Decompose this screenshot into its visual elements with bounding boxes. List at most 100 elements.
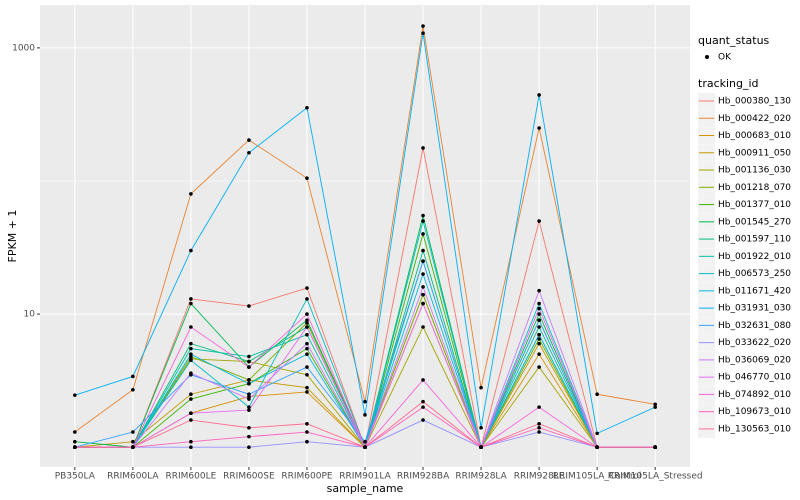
data-point xyxy=(537,405,541,409)
data-point xyxy=(247,397,251,401)
data-point xyxy=(537,126,541,130)
data-point xyxy=(247,359,251,364)
data-point xyxy=(537,93,541,97)
legend-label: Hb_000683_010 xyxy=(718,131,791,141)
data-point xyxy=(131,445,135,450)
data-point xyxy=(305,430,309,434)
data-point xyxy=(363,439,367,444)
data-point xyxy=(131,430,135,434)
data-point xyxy=(479,425,483,430)
x-axis-label: sample_name xyxy=(327,482,404,495)
data-point xyxy=(305,365,309,369)
data-point xyxy=(537,325,541,329)
data-point xyxy=(421,405,425,409)
data-point xyxy=(189,439,193,444)
data-point xyxy=(189,352,193,356)
legend-label: Hb_006573_250 xyxy=(718,269,791,279)
data-point xyxy=(189,301,193,306)
data-point xyxy=(537,318,541,322)
data-point xyxy=(537,341,541,346)
data-point xyxy=(421,213,425,218)
legend-label: Hb_011671_420 xyxy=(718,286,791,296)
legend-label: Hb_001218_070 xyxy=(718,183,791,193)
data-point xyxy=(595,392,599,397)
x-tick-label: PB350LA xyxy=(55,472,96,482)
data-point xyxy=(131,374,135,379)
data-point xyxy=(421,259,425,263)
data-point xyxy=(189,371,193,375)
x-tick-label: RRIM105LA_Control xyxy=(553,472,642,482)
x-tick-label: RRIM901LA xyxy=(339,472,391,482)
data-point xyxy=(247,392,251,397)
data-point xyxy=(305,372,309,377)
data-point xyxy=(537,301,541,306)
legend-label: Hb_000380_130 xyxy=(718,97,791,107)
data-point xyxy=(537,421,541,426)
data-point xyxy=(247,138,251,142)
data-point xyxy=(131,387,135,392)
legend-label: Hb_001597_110 xyxy=(718,235,791,245)
data-point xyxy=(595,431,599,436)
data-point xyxy=(363,413,367,417)
legend-label: Hb_000911_050 xyxy=(718,148,791,158)
data-point xyxy=(305,312,309,316)
data-point xyxy=(421,31,425,35)
legend-label: Hb_033622_020 xyxy=(718,338,791,348)
data-point xyxy=(305,297,309,301)
legend-label: Hb_036069_020 xyxy=(718,355,791,365)
data-point xyxy=(421,272,425,276)
data-point xyxy=(421,24,425,28)
legend-label: Hb_001377_010 xyxy=(718,200,791,210)
data-point xyxy=(653,405,657,409)
legend-label: Hb_001922_010 xyxy=(718,252,791,262)
data-point xyxy=(537,365,541,369)
data-point xyxy=(421,146,425,150)
data-point xyxy=(247,405,251,409)
data-point xyxy=(421,301,425,306)
legend-title: tracking_id xyxy=(698,77,759,90)
data-point xyxy=(363,399,367,404)
data-point xyxy=(73,430,77,434)
legend-label: Hb_074892_010 xyxy=(718,390,791,400)
data-point xyxy=(421,418,425,422)
data-point xyxy=(189,325,193,329)
legend-label: Hb_001136_030 xyxy=(718,166,791,176)
data-point xyxy=(189,192,193,196)
data-point xyxy=(537,425,541,430)
legend-label: Hb_031931_030 xyxy=(718,304,791,314)
y-tick-label: 10 xyxy=(24,310,36,320)
legend-label: Hb_000422_020 xyxy=(718,114,791,124)
x-tick-label: RRIM600LA xyxy=(107,472,159,482)
data-point xyxy=(189,297,193,301)
data-point xyxy=(305,390,309,394)
x-tick-label: RRIM928BA xyxy=(397,472,450,482)
data-point xyxy=(537,352,541,356)
data-point xyxy=(305,321,309,325)
data-point xyxy=(189,346,193,351)
data-point xyxy=(421,399,425,404)
data-point xyxy=(421,378,425,382)
data-point xyxy=(189,397,193,401)
data-point xyxy=(189,358,193,363)
data-point xyxy=(247,434,251,439)
data-point xyxy=(537,430,541,434)
data-point xyxy=(189,418,193,422)
data-point xyxy=(247,354,251,359)
data-point xyxy=(363,445,367,450)
legend-title: quant_status xyxy=(698,34,770,47)
x-tick-label: RRIM600LE xyxy=(165,472,216,482)
data-point xyxy=(189,445,193,450)
data-point xyxy=(73,439,77,444)
legend-label: Hb_032631_080 xyxy=(718,321,791,331)
data-point xyxy=(421,232,425,236)
data-point xyxy=(653,402,657,407)
data-point xyxy=(305,325,309,329)
data-point xyxy=(247,365,251,369)
data-point xyxy=(537,288,541,293)
legend-label: Hb_109673_010 xyxy=(718,407,791,417)
data-point xyxy=(537,219,541,223)
x-tick-label: RRIM928LA xyxy=(455,472,507,482)
data-point xyxy=(421,219,425,223)
data-point xyxy=(305,346,309,351)
data-point xyxy=(189,341,193,346)
